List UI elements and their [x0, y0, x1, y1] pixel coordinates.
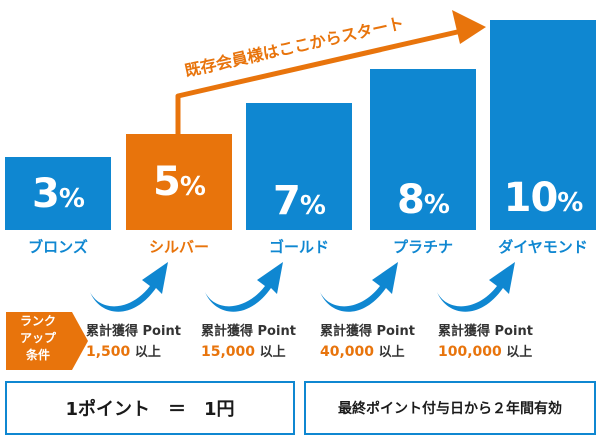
cond-points-platinum: 40,000	[320, 344, 375, 360]
cond-suffix-platinum: 以上	[378, 345, 405, 360]
rank-name-gold: ゴールド	[268, 238, 329, 256]
rate-unit-silver: %	[179, 172, 206, 202]
bar-silver: 5%	[126, 134, 232, 230]
rate-gold: 7	[273, 177, 301, 224]
condition-tag-line1: ランク	[19, 314, 56, 328]
bar-platinum: 8%	[370, 69, 476, 230]
rank-name-platinum: プラチナ	[392, 238, 453, 256]
cond-points-gold: 15,000	[201, 344, 256, 360]
rate-unit-gold: %	[299, 190, 326, 221]
rank-name-silver: シルバー	[148, 238, 209, 256]
rate-unit-platinum: %	[423, 189, 450, 220]
condition-tag-line3: 条件	[25, 348, 50, 362]
cond-value-platinum: 40,000 以上	[320, 341, 405, 360]
condition-tag: ランク アップ 条件	[6, 313, 70, 364]
bar-diamond: 10%	[490, 20, 596, 230]
bar-gold: 7%	[246, 103, 352, 230]
rate-diamond: 10	[503, 175, 559, 221]
rate-platinum: 8	[397, 176, 425, 223]
cond-suffix-gold: 以上	[259, 345, 286, 360]
cond-value-gold: 15,000 以上	[201, 341, 286, 360]
cond-label-platinum: 累計獲得 Point	[320, 324, 415, 339]
cond-label-gold: 累計獲得 Point	[201, 324, 296, 339]
condition-tag-shape	[6, 312, 88, 370]
validity-text: 最終ポイント付与日から２年間有効	[338, 401, 562, 417]
cond-points-silver: 1,500	[86, 344, 131, 360]
conversion-box: 1ポイント ＝ 1円	[5, 381, 295, 435]
bar-bronze: 3%	[5, 157, 111, 230]
rank-name-bronze: ブロンズ	[28, 238, 88, 256]
rank-up-arrows	[90, 262, 515, 312]
cond-label-silver: 累計獲得 Point	[86, 324, 181, 339]
rate-silver: 5	[153, 159, 181, 205]
cond-suffix-diamond: 以上	[506, 345, 533, 360]
rate-unit-bronze: %	[58, 183, 85, 214]
cond-suffix-silver: 以上	[134, 345, 161, 360]
rank-name-diamond: ダイヤモンド	[498, 238, 588, 256]
cond-value-silver: 1,500 以上	[86, 341, 161, 360]
cond-points-diamond: 100,000	[438, 344, 502, 360]
cond-value-diamond: 100,000 以上	[438, 341, 532, 360]
condition-tag-line2: アップ	[19, 331, 56, 345]
rate-bronze: 3	[32, 170, 60, 217]
rate-unit-diamond: %	[557, 188, 583, 218]
validity-box: 最終ポイント付与日から２年間有効	[304, 381, 596, 435]
cond-label-diamond: 累計獲得 Point	[438, 324, 533, 339]
conversion-text: 1ポイント ＝ 1円	[65, 399, 235, 420]
